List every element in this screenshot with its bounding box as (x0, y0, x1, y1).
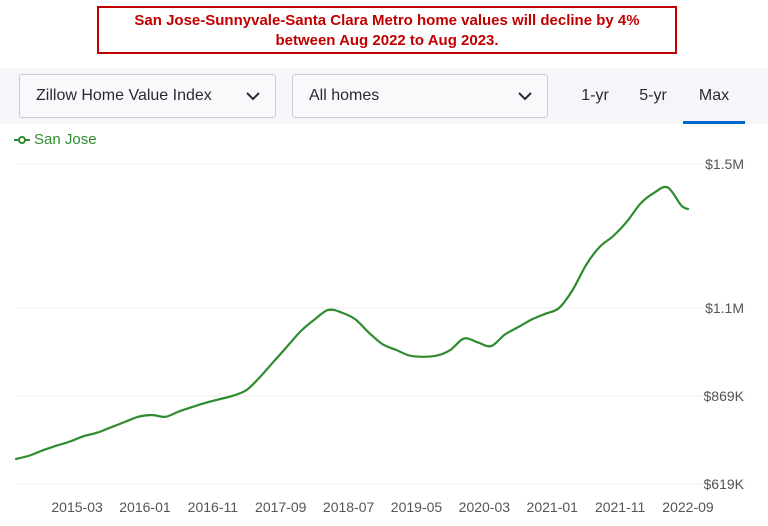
chart-legend: San Jose (14, 131, 97, 148)
index-select-value: Zillow Home Value Index (36, 87, 212, 104)
x-tick-label: 2017-09 (255, 499, 307, 515)
san-jose-series-line (14, 185, 690, 461)
x-tick-label: 2021-01 (527, 499, 579, 515)
forecast-banner: San Jose-Sunnyvale-Santa Clara Metro hom… (97, 6, 677, 54)
y-tick-label: $1.5M (705, 156, 744, 172)
y-tick-label: $619K (704, 476, 745, 492)
legend-series-name: San Jose (34, 131, 97, 148)
chart-grid (16, 163, 745, 485)
x-tick-label: 2020-03 (459, 499, 511, 515)
x-axis-labels: 2015-03 2016-01 2016-11 2017-09 2018-07 2019-… (51, 499, 714, 515)
index-select[interactable]: Zillow Home Value Index (19, 74, 276, 118)
x-tick-label: 2018-07 (323, 499, 375, 515)
chevron-down-icon (517, 75, 533, 117)
range-5yr-button[interactable]: 5-yr (639, 87, 667, 104)
y-axis-labels: $619K $869K $1.1M $1.5M (704, 156, 745, 492)
x-tick-label: 2016-11 (188, 499, 239, 515)
legend-line-marker-icon (14, 135, 30, 144)
y-tick-label: $869K (704, 388, 745, 404)
x-tick-label: 2021-11 (595, 499, 646, 515)
x-tick-label: 2016-01 (119, 499, 171, 515)
x-tick-label: 2022-09 (662, 499, 714, 515)
range-max-button[interactable]: Max (683, 74, 745, 124)
home-type-select[interactable]: All homes (292, 74, 548, 118)
x-tick-label: 2015-03 (51, 499, 103, 515)
y-tick-label: $1.1M (705, 300, 744, 316)
x-tick-label: 2019-05 (391, 499, 443, 515)
chart-toolbar: Zillow Home Value Index All homes 1-yr 5… (0, 68, 768, 124)
chevron-down-icon (245, 75, 261, 117)
banner-line-1: San Jose-Sunnyvale-Santa Clara Metro hom… (134, 12, 640, 29)
home-type-select-value: All homes (309, 87, 380, 104)
banner-line-2: between Aug 2022 to Aug 2023. (275, 32, 499, 49)
range-1yr-button[interactable]: 1-yr (581, 87, 609, 104)
